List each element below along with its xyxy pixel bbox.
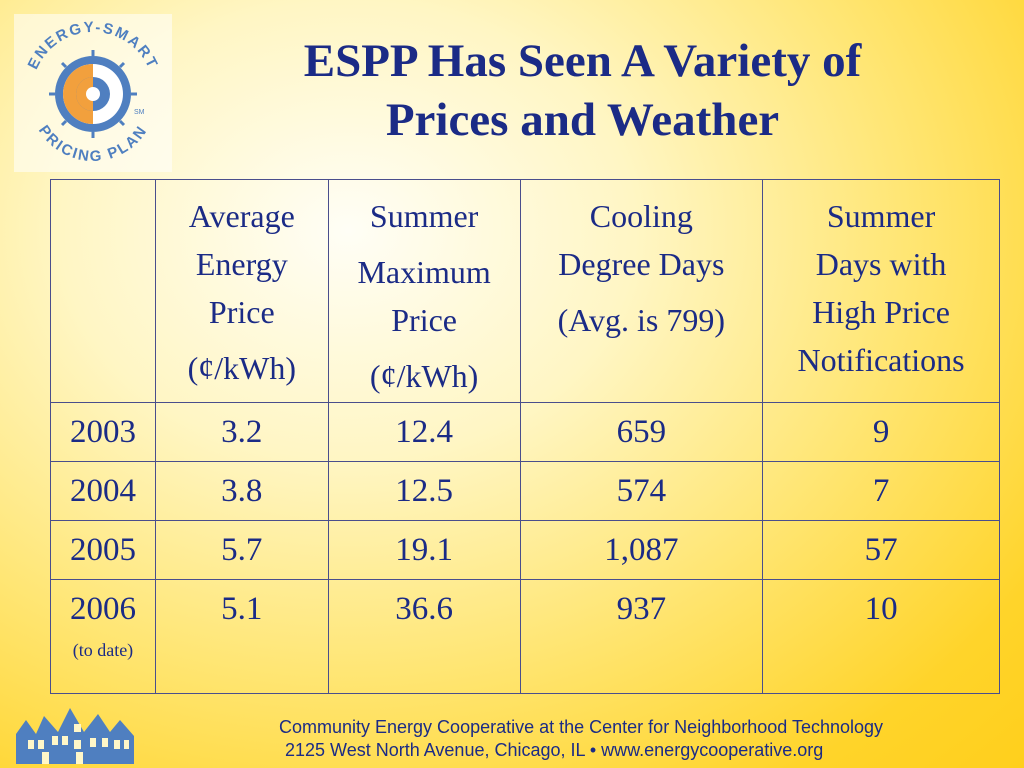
cell-cooling-degree-days: 574 [519,461,764,521]
header-line: Degree Days [558,246,725,282]
cell-notification-days: 7 [762,461,1000,521]
header-line: Energy [195,246,288,282]
header-line: Average [188,198,295,234]
cell-summer-max-price: 12.4 [327,402,521,462]
header-line: Cooling [589,198,693,234]
price-weather-table: Average Energy Price (¢/kWh) Summer Maxi… [50,179,1000,694]
cell-summer-max-price: 19.1 [327,520,521,580]
footer-organization: Community Energy Cooperative at the Cent… [279,717,884,737]
header-line: (Avg. is 799) [557,302,726,338]
cell-average-price: 3.2 [154,402,329,462]
header-line: Price [391,302,457,338]
table-row: 2006 (to date) 5.1 36.6 937 10 [50,579,1000,694]
header-line: Notifications [797,342,965,378]
energy-smart-pricing-plan-logo: ENERGY-SMART PRICING PLAN SM [14,14,172,172]
header-cooling-degree-days: Cooling Degree Days (Avg. is 799) [519,179,764,403]
header-summer-maximum-price: Summer Maximum Price (¢/kWh) [327,179,521,403]
header-high-price-notification-days: Summer Days with High Price Notification… [762,179,1000,403]
cell-notification-days: 10 [762,579,1000,694]
row-year-note: (to date) [72,640,134,660]
header-average-energy-price: Average Energy Price (¢/kWh) [154,179,329,403]
header-line: Maximum [357,254,491,290]
table-row: 2004 3.8 12.5 574 7 [50,461,1000,521]
page-title: ESPP Has Seen A Variety of Prices and We… [210,32,955,150]
cell-cooling-degree-days: 659 [519,402,764,462]
header-corner-cell [50,179,156,403]
cell-average-price: 5.1 [154,579,329,694]
header-line: Days with [815,246,947,282]
row-year: 2006 [69,591,136,627]
footer: Community Energy Cooperative at the Cent… [200,716,960,762]
cell-notification-days: 57 [762,520,1000,580]
table-header-row: Average Energy Price (¢/kWh) Summer Maxi… [50,179,1000,403]
row-year: 2003 [50,402,156,462]
header-line: (¢/kWh) [369,358,479,394]
header-line: Summer [369,198,479,234]
cell-cooling-degree-days: 937 [519,579,764,694]
cell-average-price: 3.8 [154,461,329,521]
cell-notification-days: 9 [762,402,1000,462]
row-year: 2004 [50,461,156,521]
logo-service-mark: SM [134,109,145,116]
cell-summer-max-price: 12.5 [327,461,521,521]
header-line: (¢/kWh) [187,350,296,386]
row-year-cell: 2006 (to date) [50,579,156,694]
title-line-2: Prices and Weather [385,94,780,146]
table-row: 2003 3.2 12.4 659 9 [50,402,1000,462]
cell-cooling-degree-days: 1,087 [519,520,764,580]
cell-average-price: 5.7 [154,520,329,580]
title-line-1: ESPP Has Seen A Variety of [303,35,862,87]
sun-clock-icon [49,50,137,138]
table-row: 2005 5.7 19.1 1,087 57 [50,520,1000,580]
townhouse-icon [16,708,134,764]
header-line: High Price [812,294,950,330]
header-line: Summer [826,198,936,234]
cell-summer-max-price: 36.6 [327,579,521,694]
footer-address: 2125 West North Avenue, Chicago, IL • ww… [285,740,824,760]
header-line: Price [208,294,275,330]
row-year: 2005 [50,520,156,580]
